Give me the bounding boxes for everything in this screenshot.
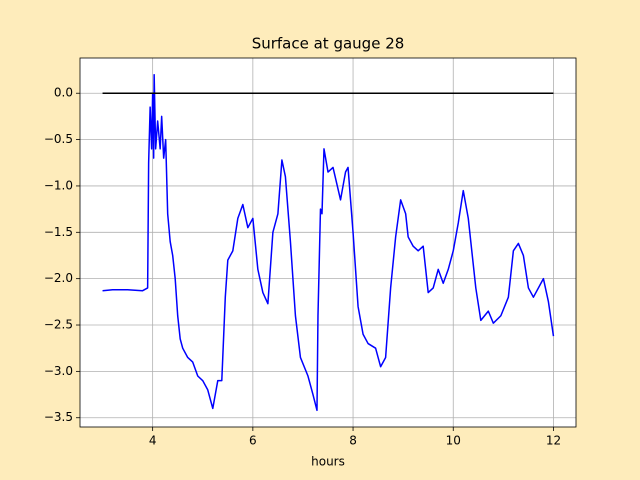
y-tick-label: −1.5 — [44, 225, 73, 239]
x-tick-label: 8 — [349, 434, 357, 448]
data-line — [102, 73, 555, 412]
x-tick-label: 4 — [149, 434, 157, 448]
x-tick-label: 6 — [249, 434, 257, 448]
plot-area — [80, 58, 576, 427]
y-tick-label: 0.0 — [54, 86, 73, 100]
y-tick-label: −3.5 — [44, 410, 73, 424]
y-tick-label: −2.0 — [44, 271, 73, 285]
axes-frame — [79, 57, 577, 428]
x-axis-label: hours — [311, 455, 345, 469]
chart-title: Surface at gauge 28 — [252, 35, 405, 53]
y-tick-label: −3.0 — [44, 364, 73, 378]
y-tick-label: −0.5 — [44, 132, 73, 146]
y-tick-label: −2.5 — [44, 318, 73, 332]
x-tick-label: 12 — [546, 434, 561, 448]
y-tick-label: −1.0 — [44, 178, 73, 192]
x-tick-label: 10 — [446, 434, 461, 448]
